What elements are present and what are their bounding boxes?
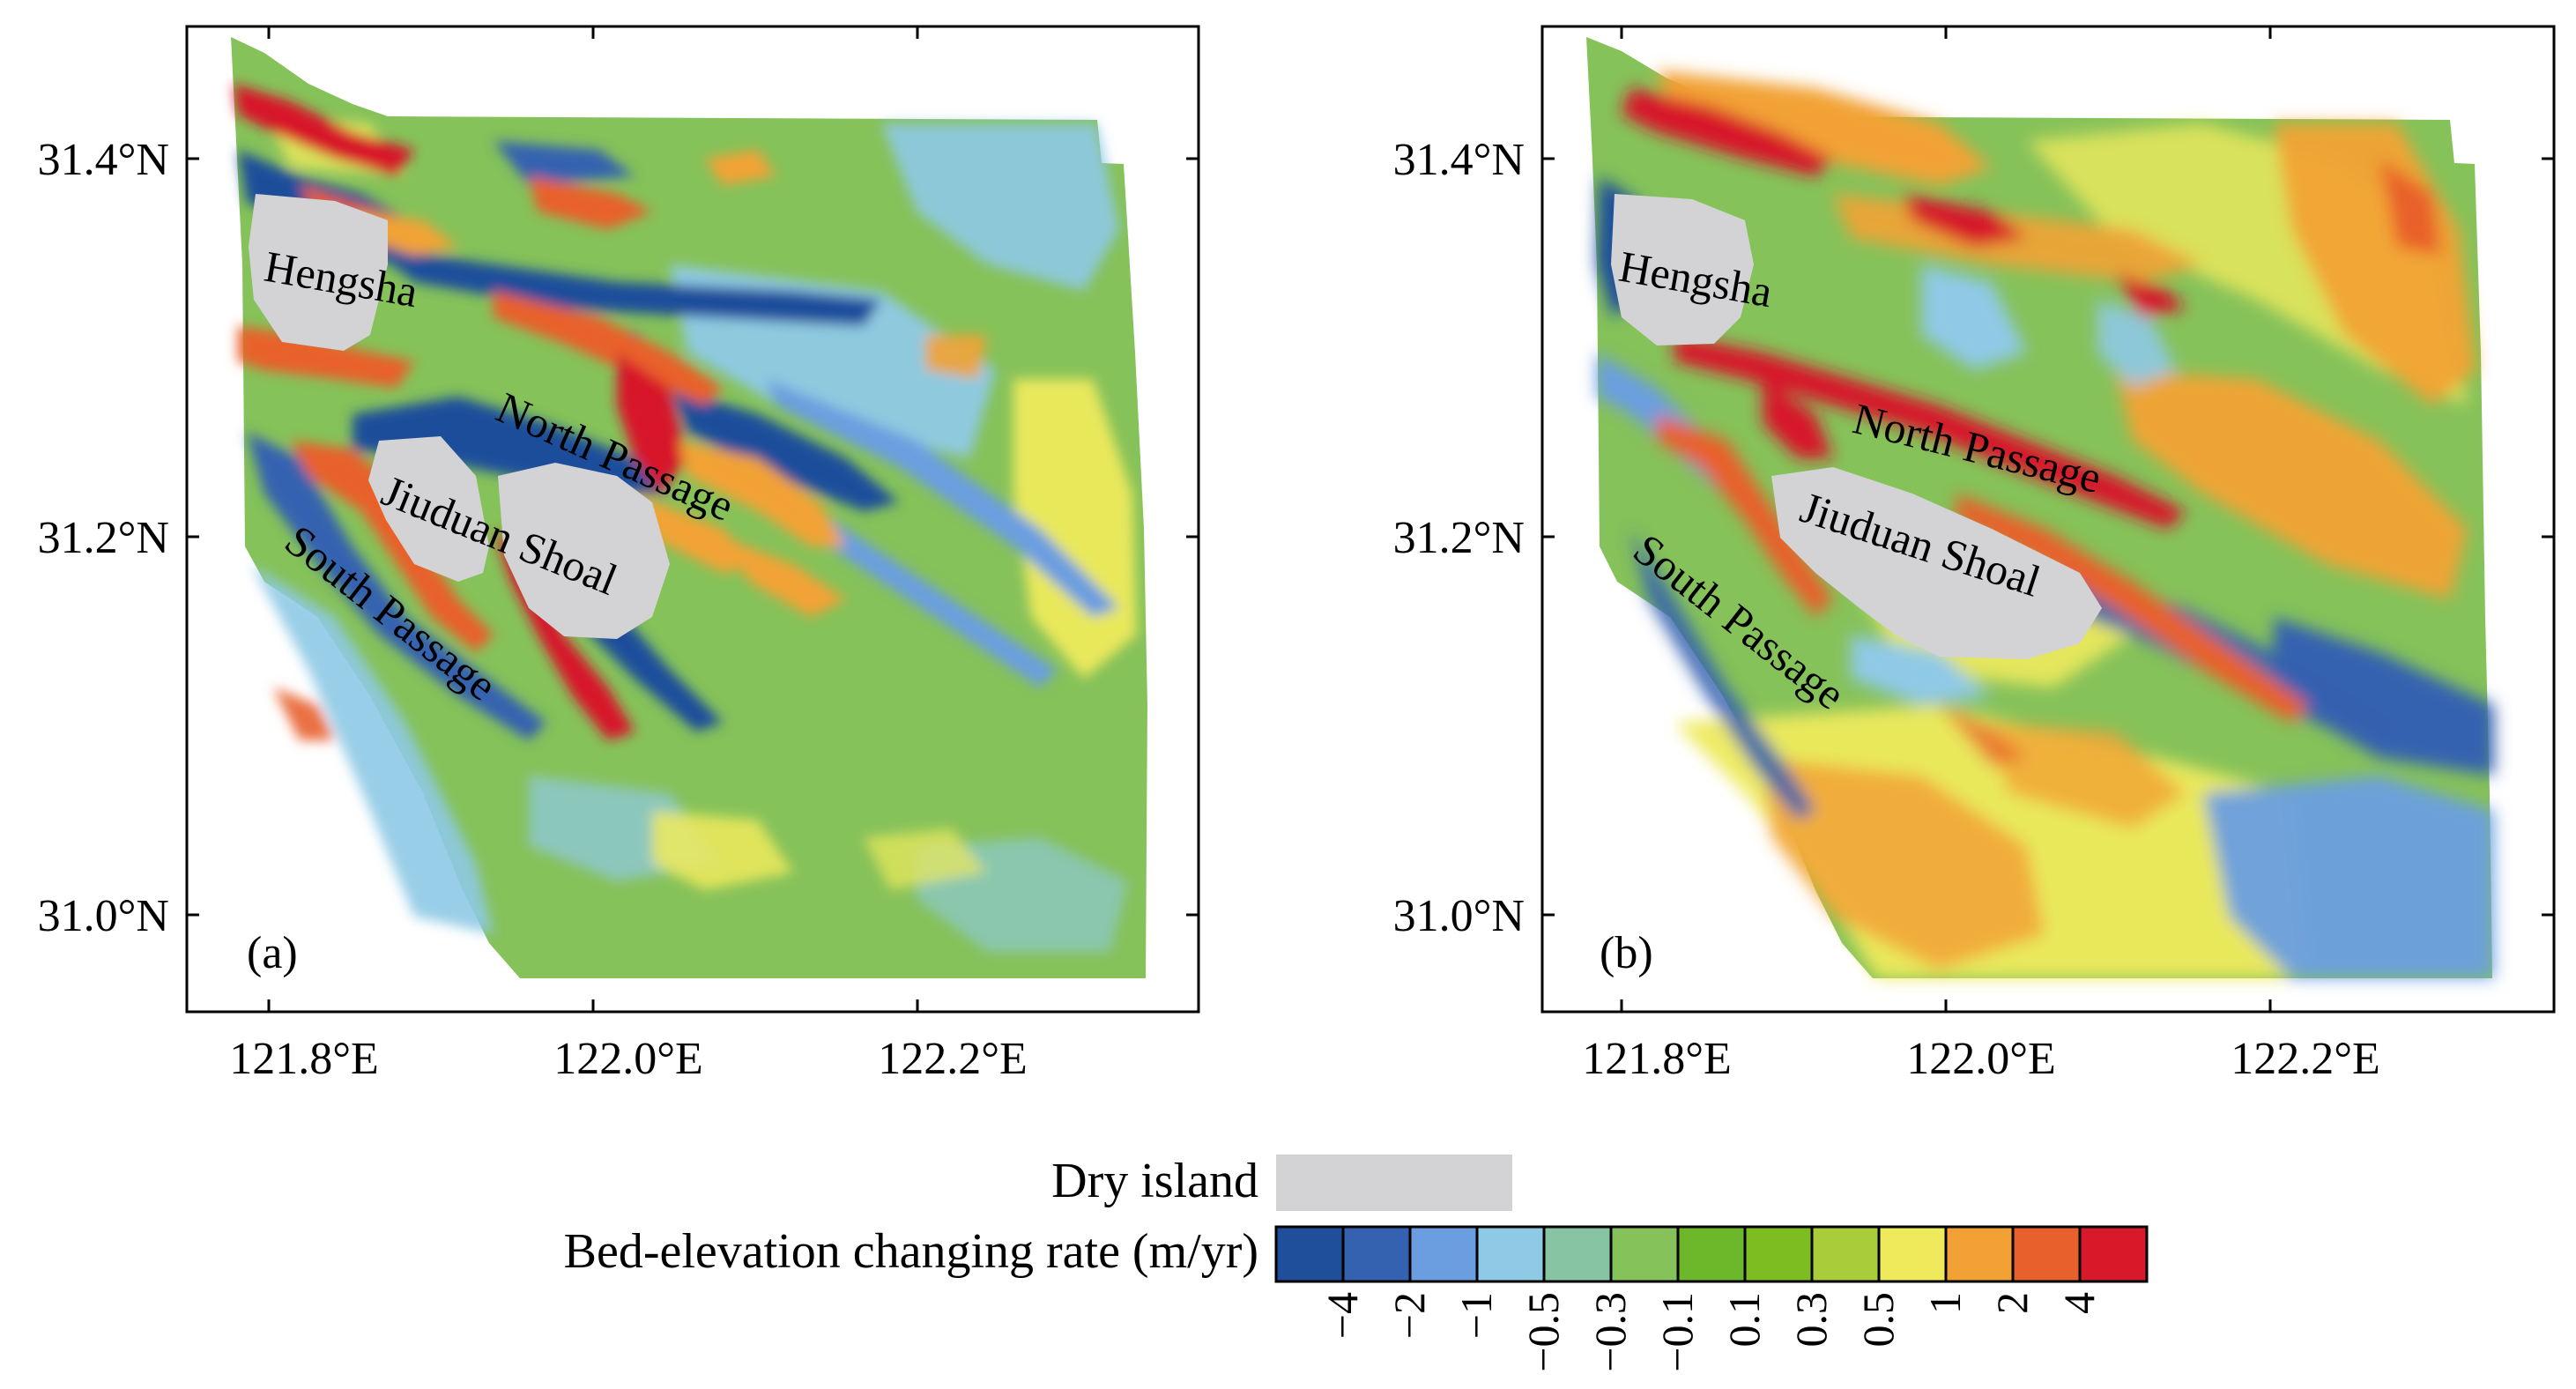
panel-b-ticks [1542,26,2554,1012]
panel-a: 31.4°N 31.2°N 31.0°N 121.8°E 122.0°E 122… [38,25,1200,1084]
colorbar-swatch [1743,1225,1814,1283]
panel-a-lon-tick: 122.2°E [878,1034,1028,1084]
colorbar-swatch [1609,1225,1680,1283]
colorbar-swatch [2078,1225,2149,1283]
panel-b-hengsha-island [1611,194,1754,345]
colorbar-tick-label: −4 [1318,1292,1367,1339]
colorbar-swatch [1341,1225,1412,1283]
panel-a-ticks [187,26,1199,1012]
colorbar-tick-labels: −4 −2 −1 −0.5 −0.3 −0.1 0.1 0.3 0.5 1 2 4 [1318,1292,2104,1372]
colorbar-swatch [1676,1225,1747,1283]
panel-b-lon-tick: 121.8°E [1582,1034,1732,1084]
colorbar-swatch [1475,1225,1546,1283]
panel-b-lat-tick: 31.4°N [1393,135,1525,185]
colorbar-swatch [1810,1225,1881,1283]
colorbar-swatch [1944,1225,2015,1283]
panel-b-lon-tick: 122.0°E [1906,1034,2056,1084]
panel-a-lat-tick: 31.4°N [38,135,169,185]
panel-b-frame [1540,25,2556,1014]
colorbar-swatch [1877,1225,1948,1283]
colorbar [1274,1225,2149,1283]
panel-a-map [231,37,1147,978]
panel-a-hengsha-island [249,194,388,351]
panel-b-label: (b) [1600,928,1653,978]
panel-a-label: (a) [247,928,298,978]
panel-b-map [1586,37,2494,978]
dry-island-swatch [1276,1155,1512,1211]
colorbar-swatch [1542,1225,1613,1283]
panel-a-frame [185,25,1200,1014]
colorbar-tick-label: −1 [1451,1292,1501,1339]
colorbar-tick-label: −2 [1385,1292,1434,1339]
colorbar-tick-label: −0.5 [1518,1292,1568,1372]
colorbar-tick-label: −0.1 [1652,1292,1702,1372]
colorbar-tick-label: 4 [2054,1292,2104,1314]
panel-a-lon-tick: 122.0°E [553,1034,703,1084]
panel-a-lat-tick: 31.2°N [38,513,169,563]
dry-island-label: Dry island [1051,1154,1258,1208]
panel-b-lat-tick: 31.2°N [1393,513,1525,563]
colorbar-swatch [2011,1225,2082,1283]
colorbar-swatch [1274,1225,1345,1283]
panel-a-jiuduan-west-island [368,436,489,582]
panel-a-jiuduan-east-island [498,463,670,639]
colorbar-tick-label: 0.5 [1853,1292,1903,1348]
panel-b-jiuduan-island [1771,467,2102,659]
colorbar-tick-label: 0.1 [1719,1292,1769,1348]
panel-b-lon-tick: 122.2°E [2231,1034,2380,1084]
colorbar-tick-label: 1 [1920,1292,1970,1314]
colorbar-tick-label: 0.3 [1786,1292,1836,1348]
colorbar-swatch [1408,1225,1479,1283]
panel-a-lat-tick: 31.0°N [38,891,169,941]
panel-b-lat-tick: 31.0°N [1393,891,1525,941]
panel-a-lon-tick: 121.8°E [229,1034,379,1084]
colorbar-tick-label: 2 [1987,1292,2037,1314]
colorbar-tick-label: −0.3 [1585,1292,1635,1372]
colorbar-title: Bed-elevation changing rate (m/yr) [564,1224,1258,1279]
